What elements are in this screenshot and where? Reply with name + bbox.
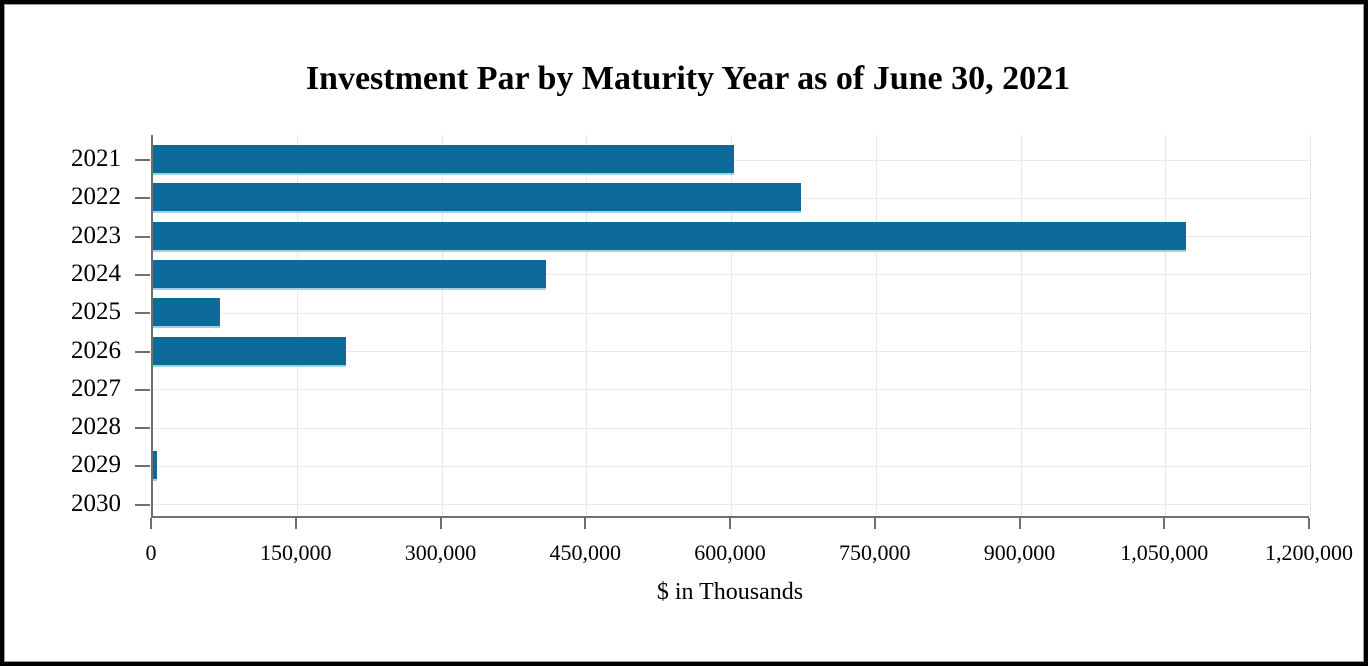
x-gridline bbox=[731, 135, 732, 516]
x-gridline bbox=[875, 135, 877, 516]
y-axis-tick bbox=[135, 427, 150, 430]
y-tick-label: 2021 bbox=[71, 145, 121, 172]
x-axis-tick bbox=[584, 518, 587, 529]
x-axis-tick bbox=[294, 518, 297, 529]
y-axis-tick bbox=[135, 235, 150, 238]
x-tick-label: 600,000 bbox=[694, 540, 766, 565]
x-tick-label: 0 bbox=[145, 540, 157, 565]
x-gridline bbox=[1020, 135, 1022, 516]
y-axis-tick bbox=[135, 388, 150, 391]
x-tick-label: 300,000 bbox=[404, 540, 477, 565]
y-gridline bbox=[153, 465, 1309, 467]
x-gridline bbox=[586, 135, 588, 516]
bar-2021 bbox=[153, 145, 734, 175]
bar-2022 bbox=[153, 183, 802, 214]
bar-2029 bbox=[153, 451, 157, 482]
y-gridline bbox=[153, 312, 1309, 314]
y-tick-label: 2029 bbox=[71, 451, 121, 479]
x-axis-tick bbox=[873, 518, 876, 529]
x-tick-label: 1,050,000 bbox=[1120, 540, 1209, 565]
x-axis-tick bbox=[1308, 518, 1310, 529]
y-tick-label: 2024 bbox=[71, 259, 121, 287]
y-gridline bbox=[153, 389, 1309, 391]
y-tick-label: 2027 bbox=[71, 374, 121, 402]
x-gridline bbox=[1165, 135, 1167, 516]
y-gridline bbox=[153, 274, 1309, 276]
x-axis-title: $ in Thousands bbox=[656, 579, 804, 605]
chart-title: Investment Par by Maturity Year as of Ju… bbox=[305, 60, 1071, 97]
y-axis-tick bbox=[135, 312, 150, 315]
y-axis-tick bbox=[135, 350, 150, 353]
x-axis-tick bbox=[729, 518, 731, 529]
x-gridline bbox=[441, 135, 443, 516]
x-axis-tick bbox=[1163, 518, 1166, 529]
x-tick-label: 150,000 bbox=[260, 540, 332, 565]
x-tick-label: 750,000 bbox=[839, 540, 911, 565]
x-tick-label: 450,000 bbox=[549, 540, 622, 565]
y-gridline bbox=[153, 427, 1309, 429]
y-axis-tick bbox=[135, 273, 150, 276]
x-tick-label: 1,200,000 bbox=[1265, 540, 1353, 565]
x-gridline bbox=[296, 135, 298, 516]
y-tick-label: 2026 bbox=[71, 336, 121, 364]
y-tick-label: 2030 bbox=[71, 489, 121, 517]
y-tick-label: 2025 bbox=[71, 298, 121, 326]
y-tick-label: 2023 bbox=[71, 221, 121, 249]
y-axis-tick bbox=[135, 503, 150, 506]
bar-2023 bbox=[153, 221, 1186, 252]
bar-2024 bbox=[153, 259, 546, 290]
y-gridline bbox=[153, 504, 1309, 506]
x-gridline bbox=[1310, 135, 1311, 516]
y-axis-tick bbox=[135, 465, 150, 468]
x-axis-tick bbox=[150, 518, 152, 529]
plot-area bbox=[151, 135, 1311, 518]
y-tick-label: 2028 bbox=[71, 413, 121, 441]
bar-2025 bbox=[153, 298, 220, 329]
y-axis-tick bbox=[135, 197, 150, 200]
x-tick-label: 900,000 bbox=[983, 540, 1056, 565]
bar-2026 bbox=[153, 336, 346, 367]
y-tick-label: 2022 bbox=[71, 183, 121, 211]
x-axis-tick bbox=[439, 518, 442, 529]
y-axis-tick bbox=[135, 159, 150, 161]
x-axis-tick bbox=[1018, 518, 1021, 529]
y-gridline bbox=[153, 351, 1309, 352]
